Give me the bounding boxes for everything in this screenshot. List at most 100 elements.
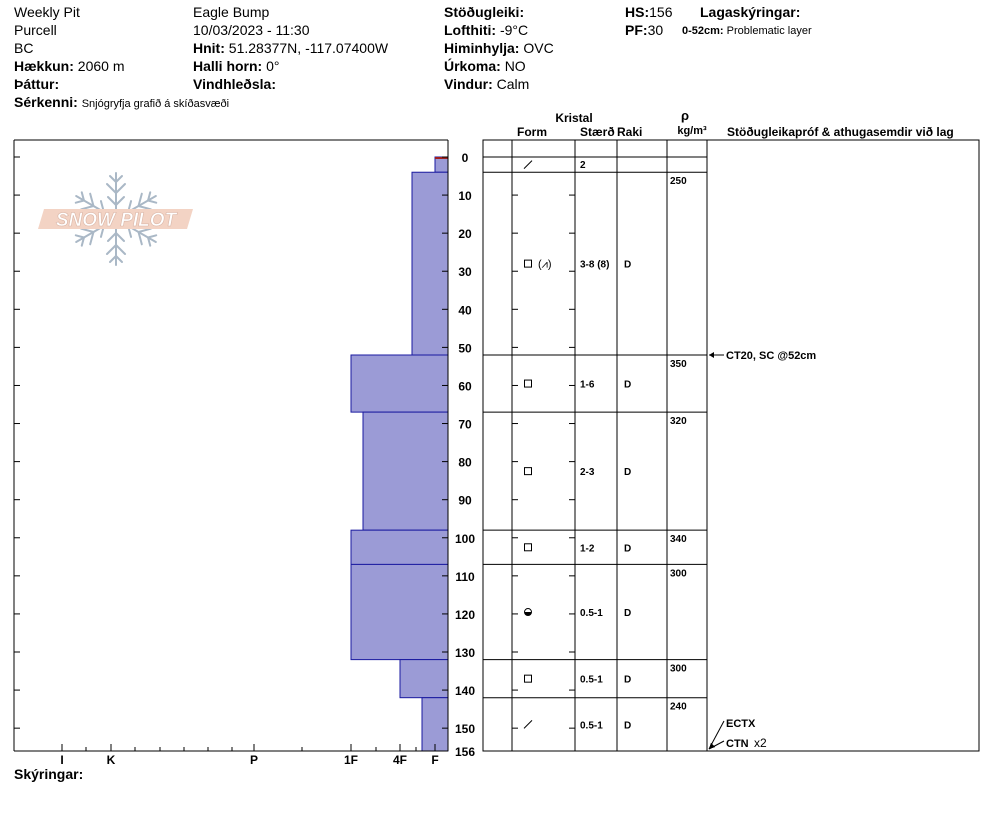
square-icon <box>524 467 532 476</box>
notes-label: Skýringar: <box>14 766 84 782</box>
size-cell: 1-2 <box>580 543 595 554</box>
depth-label: 90 <box>458 494 472 508</box>
special-label: Sérkenni: <box>14 94 78 110</box>
hardness-label-P: P <box>250 753 258 767</box>
crystal-header: Kristal <box>555 111 592 125</box>
size-cell: 0.5-1 <box>580 608 603 619</box>
hardness-bar-4 <box>362 411 449 531</box>
depth-label: 150 <box>455 722 475 736</box>
density-cell: 240 <box>670 702 687 713</box>
tests-header: Stöðugleikapróf & athugasemdir við lag <box>727 125 954 139</box>
hardness-bar-7 <box>399 659 449 699</box>
square-icon <box>524 259 532 268</box>
density-cell: 320 <box>670 416 687 427</box>
moisture-cell: D <box>624 380 631 391</box>
density-cell: 340 <box>670 534 687 545</box>
depth-label: 120 <box>455 608 475 622</box>
slope-label: Halli horn: <box>193 58 263 74</box>
hardness-label-I: I <box>60 753 63 767</box>
precip-label: Úrkoma: <box>444 58 501 74</box>
table-row: 1-2 D 340 <box>483 534 707 565</box>
air-temp-value: -9°C <box>499 22 529 38</box>
pit-datetime: 10/03/2023 - 11:30 <box>193 22 310 38</box>
slash-icon <box>523 160 533 169</box>
hardness-label-K: K <box>107 753 116 767</box>
precip-value: NO <box>504 58 526 74</box>
form-secondary-text: (⩘) <box>538 259 552 271</box>
depth-label: 40 <box>458 303 472 317</box>
table-row: (⩘) 3-8 (8) D 250 <box>483 176 707 356</box>
wind-field: Vindur: Calm <box>444 76 529 92</box>
hs-value: 156 <box>649 4 673 20</box>
size-cell: 1-6 <box>580 380 595 391</box>
density-cell: 300 <box>670 664 687 675</box>
density-symbol: ρ <box>681 108 689 123</box>
air-temp-field: Lofthiti: -9°C <box>444 22 528 38</box>
test-label: CTN <box>726 738 749 750</box>
test-label: ECTX <box>726 718 756 730</box>
slope-field: Halli horn: 0° <box>193 58 280 74</box>
pf-field: PF:30 <box>625 22 663 38</box>
size-cell: 0.5-1 <box>580 720 603 731</box>
depth-label: 0 <box>462 151 469 165</box>
pf-label: PF: <box>625 22 648 38</box>
hardness-bar-8 <box>421 697 449 752</box>
wind-loading-label: Vindhleðsla: <box>193 76 276 92</box>
hs-label: HS: <box>625 4 650 20</box>
pit-name: Weekly Pit <box>14 4 80 20</box>
density-cell: 250 <box>670 176 687 187</box>
test-label: CT20, SC @52cm <box>726 350 816 362</box>
hardness-bar-5 <box>350 529 449 565</box>
hardness-bar-6 <box>350 563 449 661</box>
moisture-cell: D <box>624 543 631 554</box>
depth-label: 60 <box>458 379 472 393</box>
test-extra: x2 <box>754 736 767 750</box>
moisture-cell: D <box>624 675 631 686</box>
elevation-value: 2060 m <box>77 58 125 74</box>
coords-value: 51.28377N, -117.07400W <box>228 40 389 56</box>
sky-value: OVC <box>523 40 554 56</box>
moisture-cell: D <box>624 720 631 731</box>
wind-value: Calm <box>496 76 530 92</box>
square-icon <box>524 543 532 552</box>
hs-field: HS:156 <box>625 4 672 20</box>
layer-notes-label: Lagaskýringar: <box>700 4 801 20</box>
size-header: Stærð <box>580 125 615 139</box>
sky-field: Himinhylja: OVC <box>444 40 554 56</box>
moisture-header: Raki <box>617 125 642 139</box>
moisture-cell: D <box>624 467 631 478</box>
slash-icon <box>523 719 533 729</box>
depth-label: 130 <box>455 646 475 660</box>
region-name: BC <box>14 40 34 56</box>
elevation-field: Hækkun: 2060 m <box>14 58 125 74</box>
wind-loading-field: Vindhleðsla: <box>193 76 276 92</box>
arrow-head-icon <box>709 743 715 749</box>
table-row: 1-6 D 350 <box>483 359 707 413</box>
wind-label: Vindur: <box>444 76 493 92</box>
hardness-label-4F: 4F <box>393 753 407 767</box>
size-cell: 2-3 <box>580 467 595 478</box>
depth-label: 156 <box>455 745 475 759</box>
layer-table-frame <box>482 139 980 752</box>
notes-field: Skýringar: <box>14 766 83 782</box>
depth-label: 20 <box>458 227 472 241</box>
aspect-field: Þáttur: <box>14 76 59 92</box>
layer-note-item: 0-52cm: Problematic layer <box>682 23 812 39</box>
density-cell: 350 <box>670 359 687 370</box>
size-cell: 3-8 (8) <box>580 260 609 271</box>
hardness-label-1F: 1F <box>344 753 358 767</box>
stability-label: Stöðugleiki: <box>444 4 525 20</box>
stability-test: CT20, SC @52cm <box>709 350 816 362</box>
air-temp-label: Lofthiti: <box>444 22 497 38</box>
square-icon <box>524 674 532 683</box>
moisture-cell: D <box>624 608 631 619</box>
rounded-faceted-icon <box>524 608 532 617</box>
coords-label: Hnit: <box>193 40 225 56</box>
layer-note-range: 0-52cm: <box>682 25 724 37</box>
table-row: 0.5-1 D 300 <box>483 568 707 661</box>
table-row: 2-3 D 320 <box>483 416 707 531</box>
depth-label: 110 <box>455 570 475 584</box>
arrow-head-icon <box>709 352 714 358</box>
hardness-bar-3 <box>350 354 449 413</box>
